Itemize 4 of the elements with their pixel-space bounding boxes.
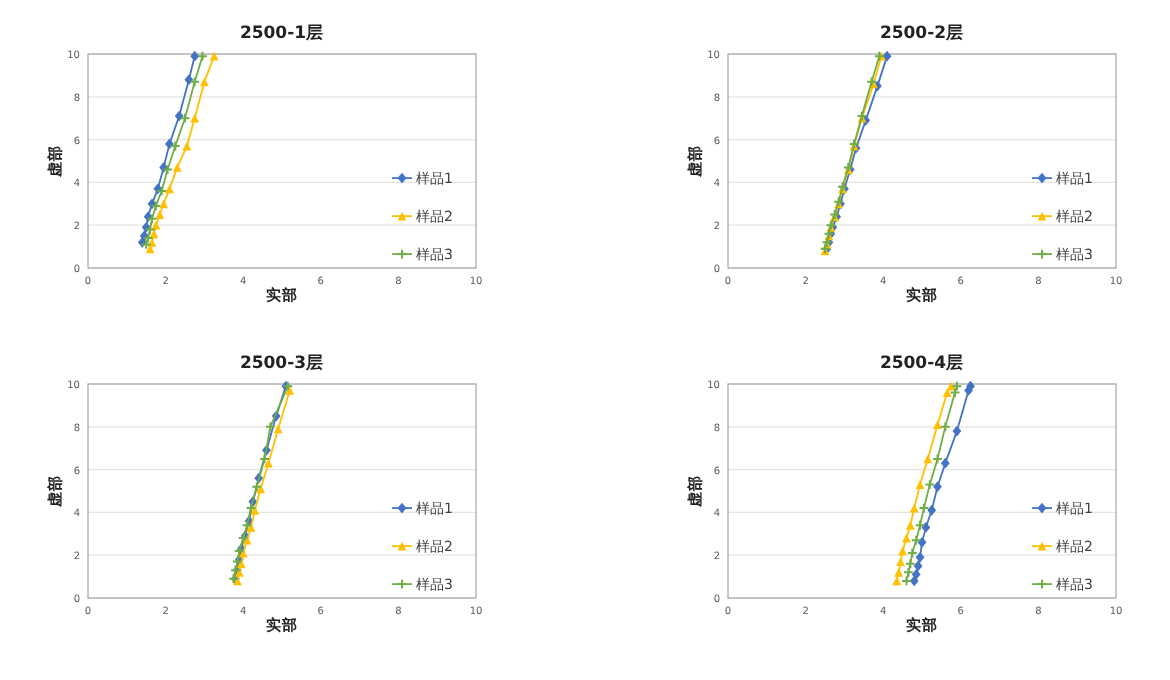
- chart-title: 2500-4层: [879, 352, 965, 374]
- chart-title: 2500-3层: [239, 352, 325, 374]
- chart-title: 2500-1层: [239, 22, 325, 44]
- chart-title: 2500-2层: [879, 22, 965, 44]
